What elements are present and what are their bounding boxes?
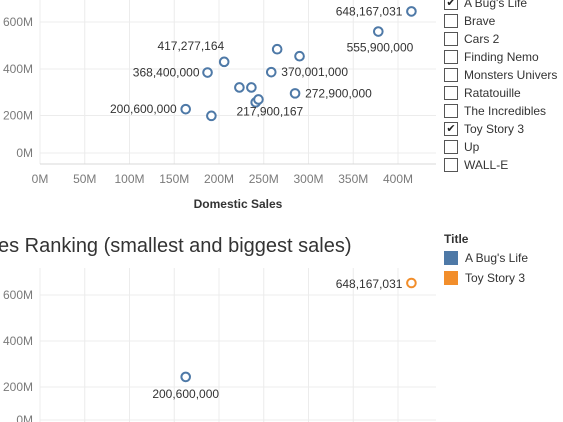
legend-swatch <box>444 251 458 265</box>
y-tick-label: 0M <box>16 413 33 422</box>
legend-item[interactable]: A Bug's Life <box>444 248 528 268</box>
filter-item-label: Brave <box>464 14 496 28</box>
checkbox[interactable]: ✔ <box>444 0 458 10</box>
filter-item[interactable]: ✔ Toy Story 3 <box>444 120 563 138</box>
filter-item-label: The Incredibles <box>464 104 547 118</box>
checkbox[interactable]: ✔ <box>444 122 458 136</box>
title-filter-list: ✔ A Bug's Life Brave Cars 2 Finding Nemo Mons… <box>444 0 563 174</box>
data-point[interactable] <box>180 371 192 383</box>
filter-item[interactable]: WALL-E <box>444 156 563 174</box>
filter-item[interactable]: The Incredibles <box>444 102 563 120</box>
data-point[interactable] <box>265 66 277 78</box>
filter-item[interactable]: Ratatouille <box>444 84 563 102</box>
filter-item-label: Cars 2 <box>464 32 500 46</box>
x-tick-label: 100M <box>114 172 144 186</box>
legend-title: Title <box>444 232 469 246</box>
data-label: 417,277,164 <box>157 39 224 53</box>
data-point[interactable] <box>271 43 283 55</box>
data-point[interactable] <box>202 67 213 78</box>
x-tick-label: 50M <box>73 172 96 186</box>
y-tick-label: 200M <box>3 109 33 123</box>
data-point[interactable] <box>289 88 301 99</box>
y-tick-label: 600M <box>3 15 33 29</box>
scatter-chart-top: 0M 200M 400M 600M 0M 50M 100M 150M 200M 250M 300M 3… <box>3 0 436 186</box>
checkbox[interactable] <box>444 68 458 82</box>
data-label: 368,400,000 <box>133 66 200 80</box>
checkbox[interactable] <box>444 158 458 172</box>
x-axis-title: Domestic Sales <box>194 197 283 211</box>
y-tick-label: 400M <box>3 62 33 76</box>
checkbox[interactable] <box>444 14 458 28</box>
data-label: 217,900,167 <box>236 104 303 118</box>
checkbox[interactable] <box>444 104 458 118</box>
data-point[interactable] <box>180 103 192 115</box>
filter-item[interactable]: Cars 2 <box>444 30 563 48</box>
filter-item-label: Toy Story 3 <box>464 122 525 136</box>
legend-item[interactable]: Toy Story 3 <box>444 268 528 288</box>
filter-item-label: Up <box>464 140 480 154</box>
data-point[interactable] <box>246 82 257 93</box>
color-legend: Title A Bug's Life Toy Story 3 <box>444 232 528 288</box>
x-tick-label: 300M <box>293 172 323 186</box>
x-tick-label: 0M <box>32 172 49 186</box>
x-tick-label: 150M <box>159 172 189 186</box>
y-tick-label: 400M <box>3 334 33 348</box>
filter-item[interactable]: Finding Nemo <box>444 48 563 66</box>
filter-item-label: WALL-E <box>464 158 509 172</box>
legend-item-label: Toy Story 3 <box>465 271 526 285</box>
data-label: 272,900,000 <box>305 86 372 100</box>
x-tick-label: 250M <box>249 172 279 186</box>
data-label: 555,900,000 <box>347 41 414 55</box>
filter-item[interactable]: Monsters Univers <box>444 66 563 84</box>
data-label: 370,001,000 <box>281 65 348 79</box>
y-tick-label: 200M <box>3 380 33 394</box>
filter-item[interactable]: Up <box>444 138 563 156</box>
filter-item-label: Finding Nemo <box>464 50 539 64</box>
data-point[interactable] <box>373 26 384 37</box>
checkbox[interactable] <box>444 32 458 46</box>
data-point[interactable] <box>206 110 217 122</box>
data-label: 200,600,000 <box>152 387 219 401</box>
data-label: 200,600,000 <box>110 102 177 116</box>
filter-item-label: A Bug's Life <box>464 0 527 10</box>
data-label: 648,167,031 <box>336 4 403 18</box>
data-label: 648,167,031 <box>336 277 403 291</box>
x-tick-label: 400M <box>383 172 413 186</box>
checkbox[interactable] <box>444 50 458 64</box>
data-point[interactable] <box>218 56 230 68</box>
y-tick-label: 0M <box>16 146 33 160</box>
filter-item-label: Ratatouille <box>464 86 521 100</box>
filter-item[interactable]: ✔ A Bug's Life <box>444 0 563 12</box>
data-point[interactable] <box>234 82 245 93</box>
data-point[interactable] <box>406 277 417 289</box>
data-point[interactable] <box>406 6 417 17</box>
data-point[interactable] <box>253 94 264 105</box>
x-tick-label: 350M <box>338 172 368 186</box>
legend-item-label: A Bug's Life <box>465 251 528 265</box>
checkbox[interactable] <box>444 140 458 154</box>
checkbox[interactable] <box>444 86 458 100</box>
data-point[interactable] <box>294 50 305 62</box>
legend-swatch <box>444 271 458 285</box>
filter-item[interactable]: Brave <box>444 12 563 30</box>
scatter-chart-bottom: 0M 200M 400M 600M 200,600,000 648,167,031 <box>3 268 436 422</box>
filter-item-label: Monsters Univers <box>464 68 558 82</box>
x-tick-label: 200M <box>204 172 234 186</box>
chart-title: es Ranking (smallest and biggest sales) <box>0 235 352 257</box>
y-tick-label: 600M <box>3 288 33 302</box>
